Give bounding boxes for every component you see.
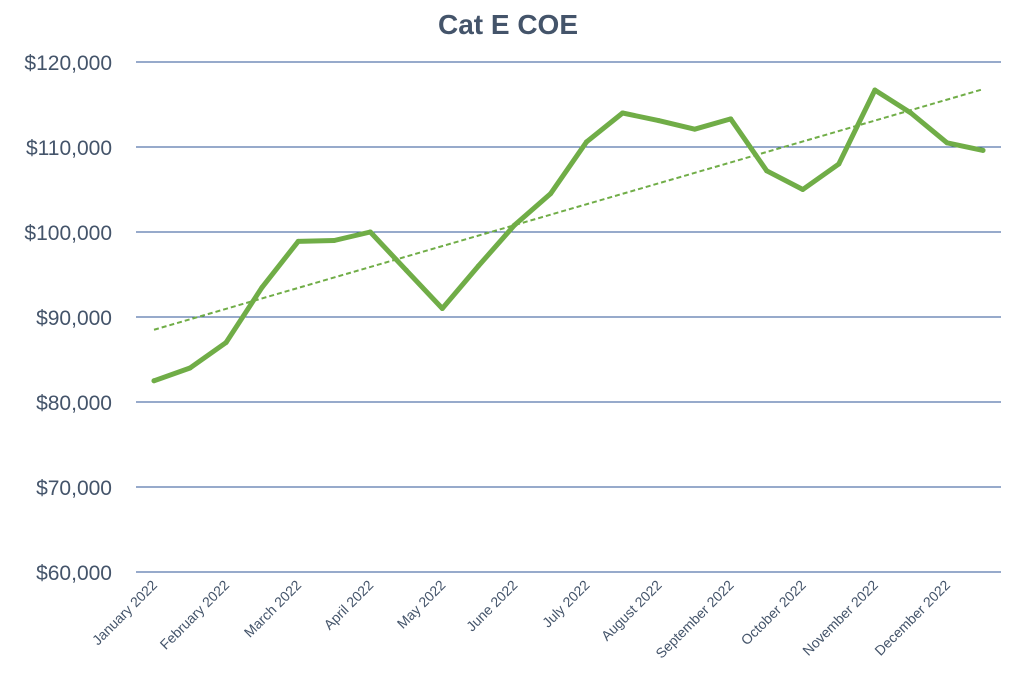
- y-tick-label: $80,000: [36, 392, 112, 415]
- data-point: [980, 147, 986, 153]
- x-tick-label: May 2022: [394, 577, 449, 632]
- data-point: [764, 168, 770, 174]
- x-tick-label: July 2022: [539, 577, 593, 631]
- x-tick-label: September 2022: [652, 577, 737, 662]
- data-point: [187, 365, 193, 371]
- x-tick-label: March 2022: [241, 577, 305, 641]
- data-point: [872, 87, 878, 93]
- x-tick-label: June 2022: [463, 577, 521, 635]
- x-tick-label: November 2022: [799, 577, 881, 659]
- x-tick-label: January 2022: [89, 577, 160, 648]
- data-point: [475, 263, 481, 269]
- data-point: [728, 116, 734, 122]
- data-point: [295, 238, 301, 244]
- x-tick-label: February 2022: [157, 577, 233, 653]
- data-point: [800, 187, 806, 192]
- data-point: [331, 238, 337, 243]
- x-tick-label: October 2022: [738, 577, 809, 648]
- gridlines: [136, 61, 1001, 573]
- data-point: [908, 110, 914, 116]
- data-point: [692, 126, 698, 132]
- data-point: [439, 306, 445, 311]
- data-point: [836, 161, 842, 167]
- data-point: [223, 340, 229, 345]
- x-tick-label: April 2022: [320, 577, 376, 633]
- data-point: [584, 139, 590, 145]
- data-point: [367, 229, 373, 235]
- data-point: [547, 191, 553, 197]
- data-point: [403, 267, 409, 273]
- x-tick-label: August 2022: [598, 577, 665, 644]
- y-tick-label: $120,000: [24, 52, 112, 75]
- data-point: [151, 378, 157, 384]
- data-point: [656, 118, 662, 124]
- y-tick-label: $60,000: [36, 562, 112, 585]
- x-tick-label: December 2022: [871, 577, 953, 659]
- data-point: [944, 140, 950, 146]
- series-layer: [151, 87, 986, 384]
- y-tick-label: $100,000: [24, 222, 112, 245]
- data-point: [259, 284, 265, 290]
- y-tick-label: $90,000: [36, 307, 112, 330]
- y-tick-label: $70,000: [36, 477, 112, 500]
- data-point: [620, 110, 626, 116]
- y-tick-label: $110,000: [26, 137, 112, 160]
- data-point: [511, 222, 517, 228]
- series-line: [151, 87, 986, 384]
- chart-title: Cat E COE: [438, 9, 578, 40]
- y-axis-tick-labels: $60,000 $70,000 $80,000 $90,000 $100,000 $110…: [24, 52, 112, 585]
